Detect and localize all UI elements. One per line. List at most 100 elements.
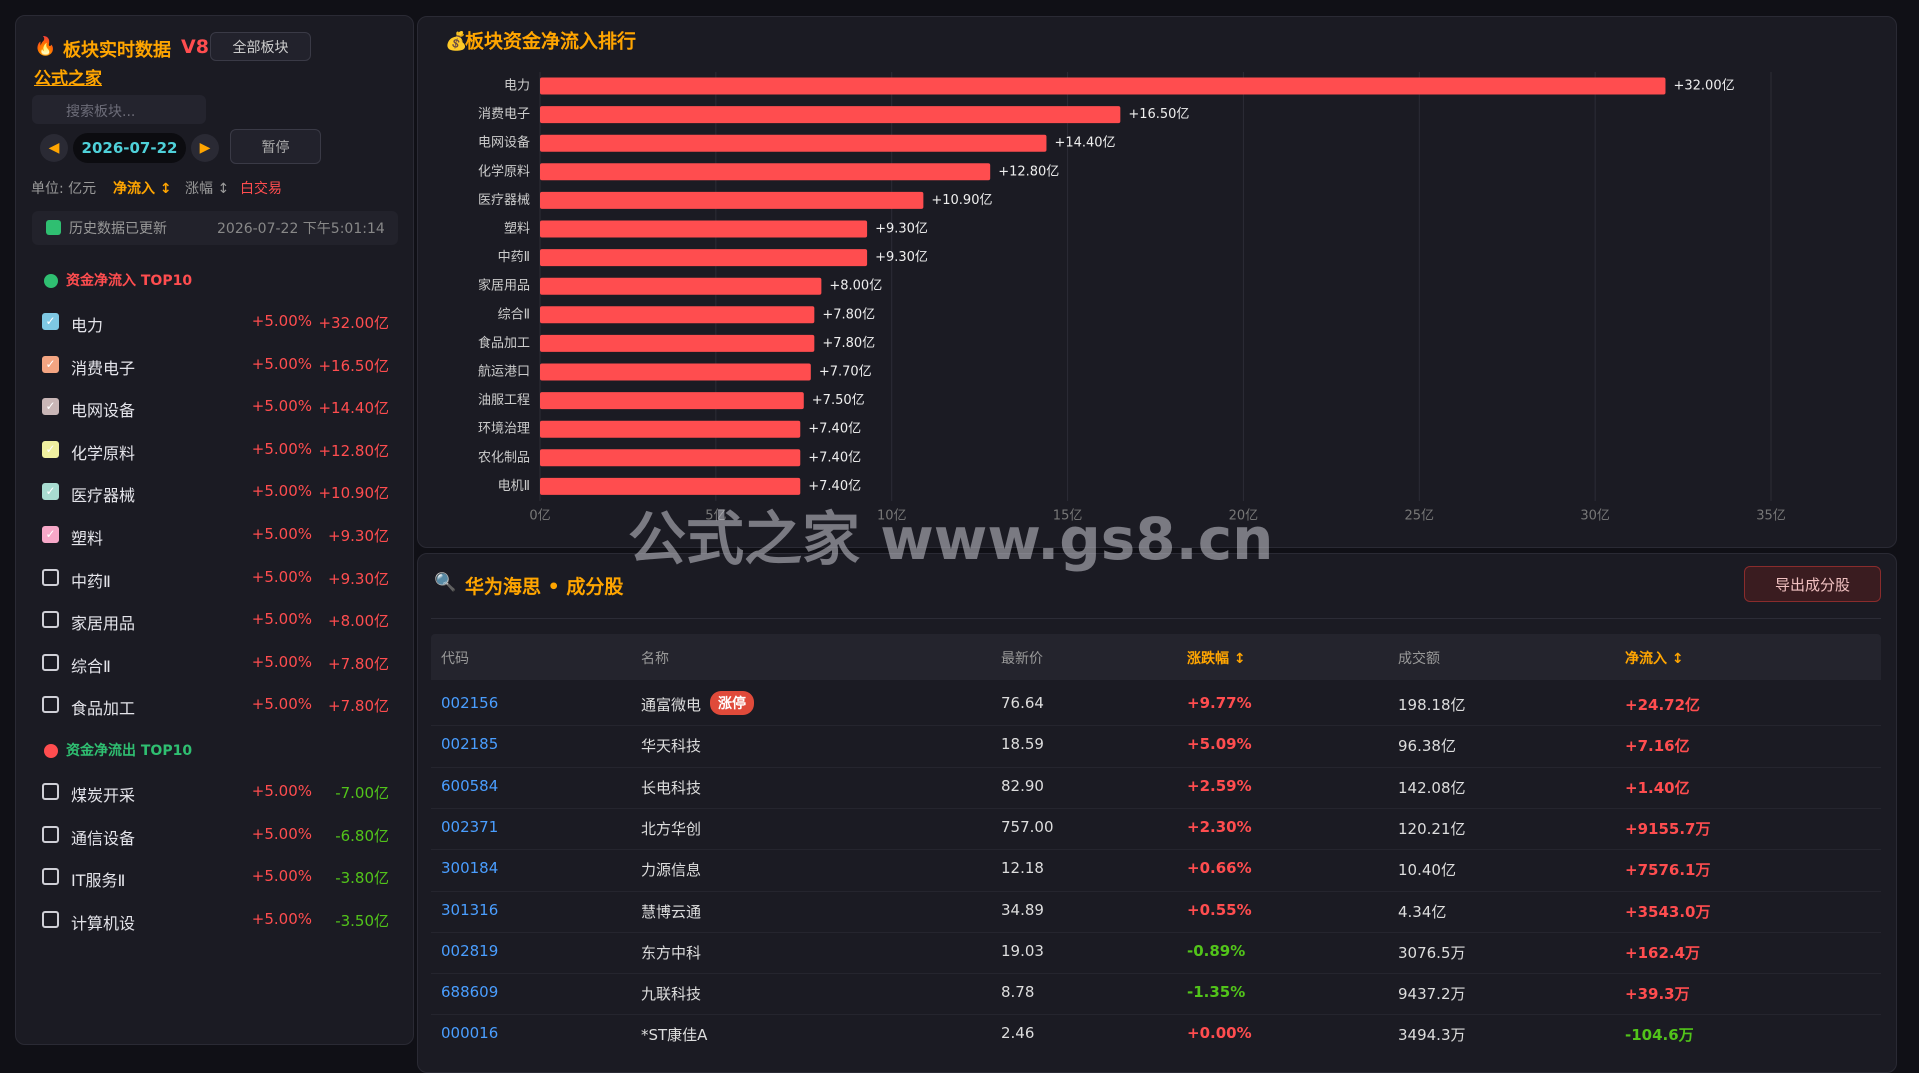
date-pill[interactable]: 2026-07-22	[73, 133, 186, 163]
stock-name: 慧博云通	[641, 902, 702, 921]
checkbox[interactable]	[42, 653, 59, 671]
sector-name[interactable]: 塑料	[71, 529, 104, 548]
history-check[interactable]	[46, 220, 61, 235]
table-icon: 🔍	[434, 572, 457, 593]
sector-name[interactable]: 食品加工	[71, 699, 136, 719]
checkbox[interactable]	[42, 783, 59, 800]
section-dot	[44, 274, 58, 288]
checkbox[interactable]	[42, 611, 59, 629]
x-tick-label: 5亿	[705, 509, 726, 524]
history-label: 历史数据已更新	[69, 221, 167, 237]
stock-change: -1.35%	[1187, 983, 1246, 1002]
row-divider	[431, 931, 1881, 933]
checkbox[interactable]	[42, 825, 59, 843]
sector-change: +5.00%	[251, 312, 312, 330]
sector-name[interactable]: 计算机设	[71, 913, 136, 933]
version: V8	[181, 36, 209, 58]
stock-amount: 10.40亿	[1398, 861, 1456, 880]
sector-name[interactable]: 电力	[71, 316, 104, 335]
stock-code[interactable]: 000016	[441, 1024, 499, 1043]
sector-name[interactable]: 消费电子	[71, 358, 136, 378]
stock-name: 通富微电	[641, 696, 702, 714]
stock-amount: 4.34亿	[1398, 902, 1447, 921]
stock-code[interactable]: 301316	[441, 900, 499, 919]
sector-name[interactable]: 综合Ⅱ	[71, 656, 111, 676]
stock-name: 东方中科	[641, 943, 702, 962]
checkbox[interactable]	[42, 568, 59, 586]
sector-change: +5.00%	[251, 782, 312, 800]
stock-amount: 120.21亿	[1398, 819, 1466, 838]
sector-flow: +7.80亿	[328, 697, 389, 716]
bar	[540, 420, 801, 438]
stock-code[interactable]: 002371	[441, 817, 499, 836]
export-button[interactable]: 导出成分股	[1744, 566, 1881, 602]
stock-price: 76.64	[1001, 694, 1044, 712]
y-tick-label: 中药Ⅱ	[498, 250, 530, 265]
sector-flow: +32.00亿	[318, 314, 389, 332]
x-tick-label: 10亿	[877, 509, 907, 524]
x-tick-label: 25亿	[1405, 509, 1435, 524]
value-label: +9.30亿	[875, 222, 928, 237]
stock-code[interactable]: 300184	[441, 859, 499, 878]
stock-code[interactable]: 688609	[441, 983, 499, 1002]
x-tick-label: 35亿	[1756, 509, 1786, 524]
column-header[interactable]: 涨跌幅 ↕	[1187, 651, 1246, 667]
prev-date[interactable]: ◀	[40, 134, 68, 162]
sector-name[interactable]: 电网设备	[71, 401, 136, 421]
table-title: 华为海思 • 成分股	[465, 576, 624, 598]
sector-name[interactable]: 化学原料	[71, 443, 136, 463]
stock-name: 力源信息	[641, 861, 702, 880]
stock-code[interactable]: 600584	[441, 776, 499, 795]
stock-code[interactable]: 002185	[441, 735, 499, 754]
checkbox[interactable]: ✓	[42, 440, 59, 458]
bar	[540, 163, 991, 181]
column-header: 代码	[441, 651, 469, 667]
bar	[540, 277, 822, 295]
mode-label[interactable]: 白交易	[240, 181, 282, 197]
all-button[interactable]: 全部板块	[210, 32, 311, 61]
column-header: 成交额	[1398, 651, 1440, 667]
stock-flow: +24.72亿	[1625, 696, 1701, 714]
sector-flow: +8.00亿	[328, 612, 389, 631]
sector-name[interactable]: 煤炭开采	[71, 786, 136, 805]
sidebar	[15, 15, 414, 1045]
sector-name[interactable]: 通信设备	[71, 828, 136, 848]
checkbox[interactable]: ✓	[42, 526, 59, 543]
bar	[540, 334, 815, 352]
stock-code[interactable]: 002156	[441, 694, 499, 712]
section-title: 资金净流入 TOP10	[66, 273, 193, 289]
y-tick-label: 环境治理	[478, 422, 530, 437]
sector-name[interactable]: IT服务Ⅱ	[71, 871, 126, 891]
checkbox[interactable]: ✓	[42, 483, 59, 501]
value-label: +7.40亿	[808, 450, 861, 465]
bar	[540, 363, 811, 381]
sector-name[interactable]: 中药Ⅱ	[71, 571, 111, 591]
y-tick-label: 农化制品	[478, 450, 530, 465]
sector-flow: -3.80亿	[335, 869, 389, 888]
next-date[interactable]: ▶	[191, 134, 219, 162]
sort-inflow[interactable]: 净流入 ↕	[113, 181, 172, 197]
sector-flow: -7.00亿	[335, 784, 389, 802]
sector-flow: +14.40亿	[318, 399, 389, 418]
checkbox[interactable]: ✓	[42, 355, 59, 373]
checkbox[interactable]: ✓	[42, 398, 59, 416]
checkbox[interactable]	[42, 910, 59, 928]
sector-name[interactable]: 家居用品	[71, 614, 136, 634]
brand-link[interactable]: 公式之家	[34, 69, 102, 89]
value-label: +7.50亿	[812, 393, 865, 408]
sort-change[interactable]: 涨幅 ↕	[185, 181, 230, 197]
checkbox[interactable]	[42, 696, 59, 714]
stock-change: +9.77%	[1187, 694, 1252, 712]
sector-name[interactable]: 医疗器械	[71, 486, 136, 506]
checkbox[interactable]	[42, 868, 59, 886]
y-tick-label: 电机Ⅱ	[498, 479, 530, 494]
search-box[interactable]: 搜索板块...	[32, 95, 206, 124]
stock-code[interactable]: 002819	[441, 941, 499, 960]
limit-up-tag: 涨停	[710, 691, 754, 715]
sector-change: +5.00%	[251, 397, 312, 416]
stock-name: 长电科技	[641, 778, 702, 797]
checkbox[interactable]: ✓	[42, 313, 59, 330]
pause-button[interactable]: 暂停	[230, 129, 321, 164]
y-tick-label: 医疗器械	[478, 193, 530, 208]
column-header[interactable]: 净流入 ↕	[1625, 651, 1684, 667]
